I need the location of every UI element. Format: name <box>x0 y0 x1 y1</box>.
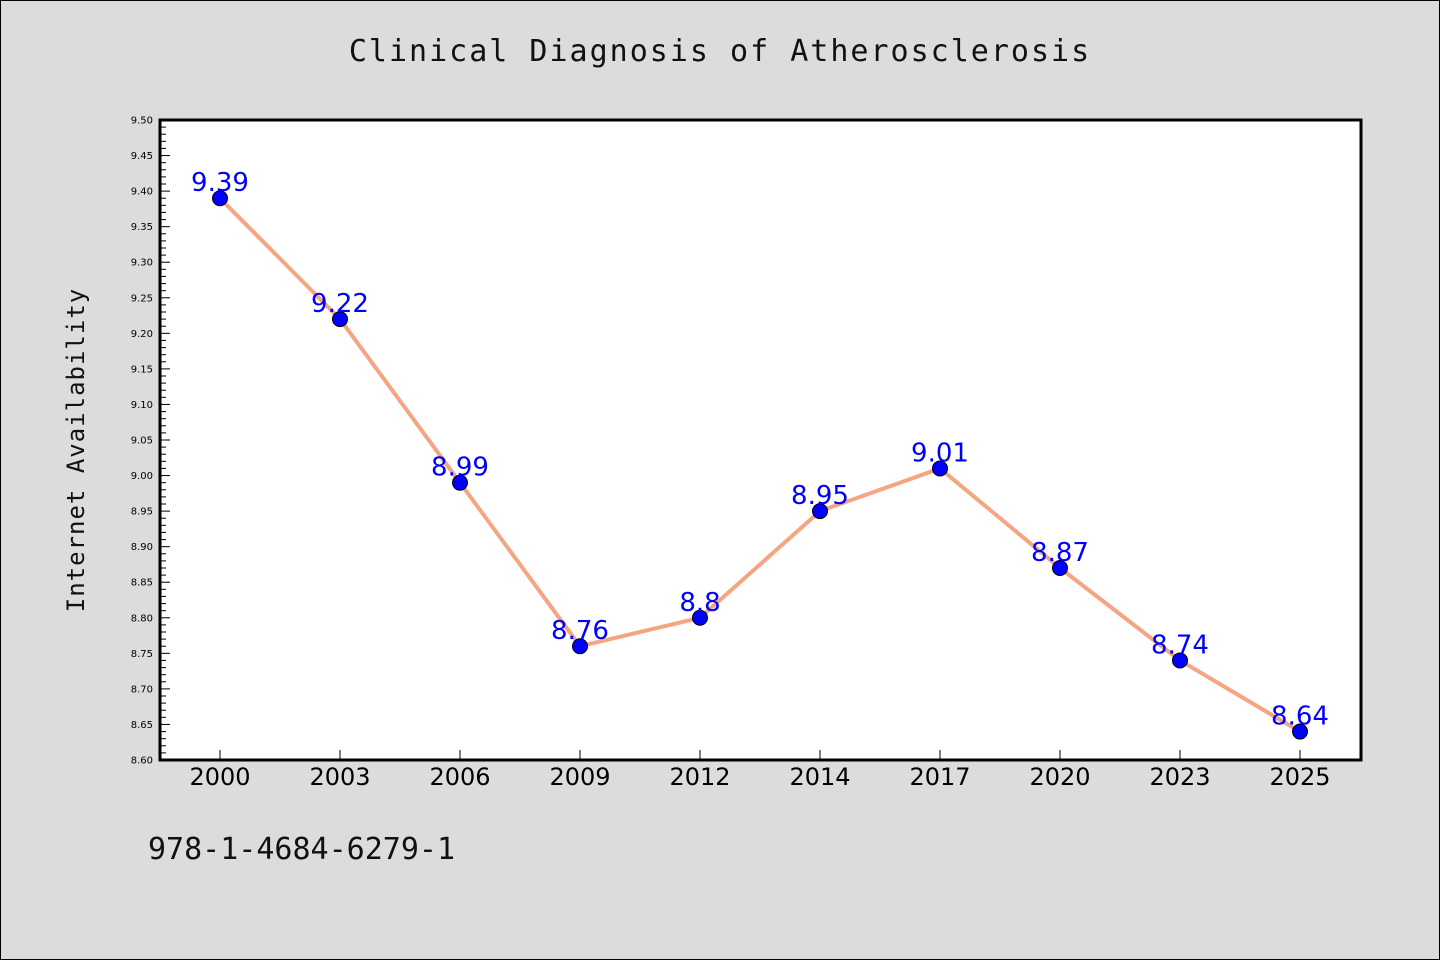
data-point <box>452 474 468 491</box>
data-point <box>812 503 828 520</box>
x-tick-label: 2012 <box>669 763 730 791</box>
isbn-text: 978-1-4684-6279-1 <box>148 832 456 867</box>
data-label: 8.64 <box>1271 702 1329 732</box>
y-tick-label: 9.15 <box>131 364 153 375</box>
data-label: 9.01 <box>911 438 969 468</box>
y-tick-label: 9.20 <box>131 329 153 340</box>
series-line <box>218 196 1302 734</box>
y-tick-label: 8.70 <box>131 684 153 695</box>
data-label: 9.39 <box>191 168 249 198</box>
y-tick-label: 8.75 <box>131 649 153 660</box>
data-point <box>1052 560 1068 576</box>
data-point <box>332 311 348 328</box>
chart-title: Clinical Diagnosis of Atherosclerosis <box>348 34 1092 69</box>
plot-area <box>158 118 1363 762</box>
y-tick-label: 8.95 <box>131 507 153 518</box>
data-label: 8.99 <box>431 453 489 483</box>
x-tick-label: 2006 <box>429 763 490 791</box>
data-label: 8.95 <box>791 481 849 511</box>
data-point <box>692 609 708 626</box>
y-tick-label: 9.45 <box>131 151 153 162</box>
y-tick-label: 8.60 <box>131 756 153 767</box>
data-point <box>1292 723 1308 740</box>
y-tick-label: 9.05 <box>131 436 153 447</box>
y-tick-label: 9.30 <box>131 258 153 269</box>
x-tick-label: 2009 <box>549 763 610 791</box>
data-point <box>212 190 228 207</box>
y-tick-label: 9.40 <box>131 187 153 198</box>
x-tick-label: 2000 <box>189 763 250 791</box>
data-label: 8.76 <box>551 616 609 646</box>
x-tick-label: 2003 <box>309 763 370 791</box>
data-label: 9.22 <box>311 289 369 319</box>
x-tick-label: 2020 <box>1029 763 1090 791</box>
x-tick-label: 2025 <box>1269 763 1330 791</box>
y-tick-label: 9.35 <box>131 222 153 233</box>
data-label: 8.8 <box>679 588 720 618</box>
data-point <box>932 460 948 477</box>
y-tick-label: 8.90 <box>131 542 153 553</box>
data-label: 8.74 <box>1151 630 1209 660</box>
y-tick-label: 9.10 <box>131 400 153 411</box>
x-tick-label: 2017 <box>909 763 970 791</box>
y-tick-label: 9.50 <box>131 116 153 127</box>
y-tick-label: 8.65 <box>131 720 153 731</box>
y-tick-label: 8.80 <box>131 613 153 624</box>
data-point <box>1172 652 1188 669</box>
x-tick-label: 2014 <box>789 763 850 791</box>
y-tick-label: 8.85 <box>131 578 153 589</box>
x-tick-label: 2023 <box>1149 763 1210 791</box>
y-tick-label: 9.25 <box>131 293 153 304</box>
data-label: 8.87 <box>1031 538 1089 568</box>
y-tick-label: 9.00 <box>131 471 153 482</box>
data-point <box>572 638 588 655</box>
